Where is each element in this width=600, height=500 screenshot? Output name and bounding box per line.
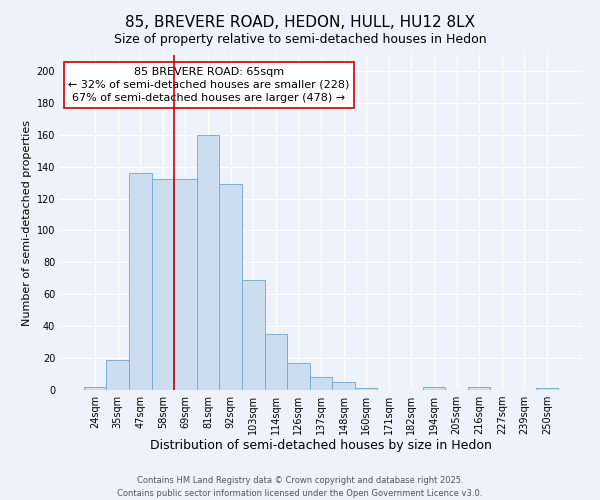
Text: 85, BREVERE ROAD, HEDON, HULL, HU12 8LX: 85, BREVERE ROAD, HEDON, HULL, HU12 8LX	[125, 15, 475, 30]
Y-axis label: Number of semi-detached properties: Number of semi-detached properties	[22, 120, 32, 326]
Bar	[310, 377, 332, 390]
Bar	[197, 135, 220, 390]
Bar	[468, 387, 490, 390]
Bar	[220, 184, 242, 390]
Bar	[265, 334, 287, 390]
Text: Size of property relative to semi-detached houses in Hedon: Size of property relative to semi-detach…	[113, 32, 487, 46]
Bar	[174, 180, 197, 390]
Bar	[332, 382, 355, 390]
Bar	[287, 363, 310, 390]
Text: Contains HM Land Registry data © Crown copyright and database right 2025.
Contai: Contains HM Land Registry data © Crown c…	[118, 476, 482, 498]
X-axis label: Distribution of semi-detached houses by size in Hedon: Distribution of semi-detached houses by …	[150, 438, 492, 452]
Bar	[129, 173, 152, 390]
Bar	[242, 280, 265, 390]
Text: 85 BREVERE ROAD: 65sqm
← 32% of semi-detached houses are smaller (228)
67% of se: 85 BREVERE ROAD: 65sqm ← 32% of semi-det…	[68, 66, 349, 103]
Bar	[355, 388, 377, 390]
Bar	[84, 387, 106, 390]
Bar	[536, 388, 558, 390]
Bar	[152, 180, 174, 390]
Bar	[106, 360, 129, 390]
Bar	[422, 387, 445, 390]
